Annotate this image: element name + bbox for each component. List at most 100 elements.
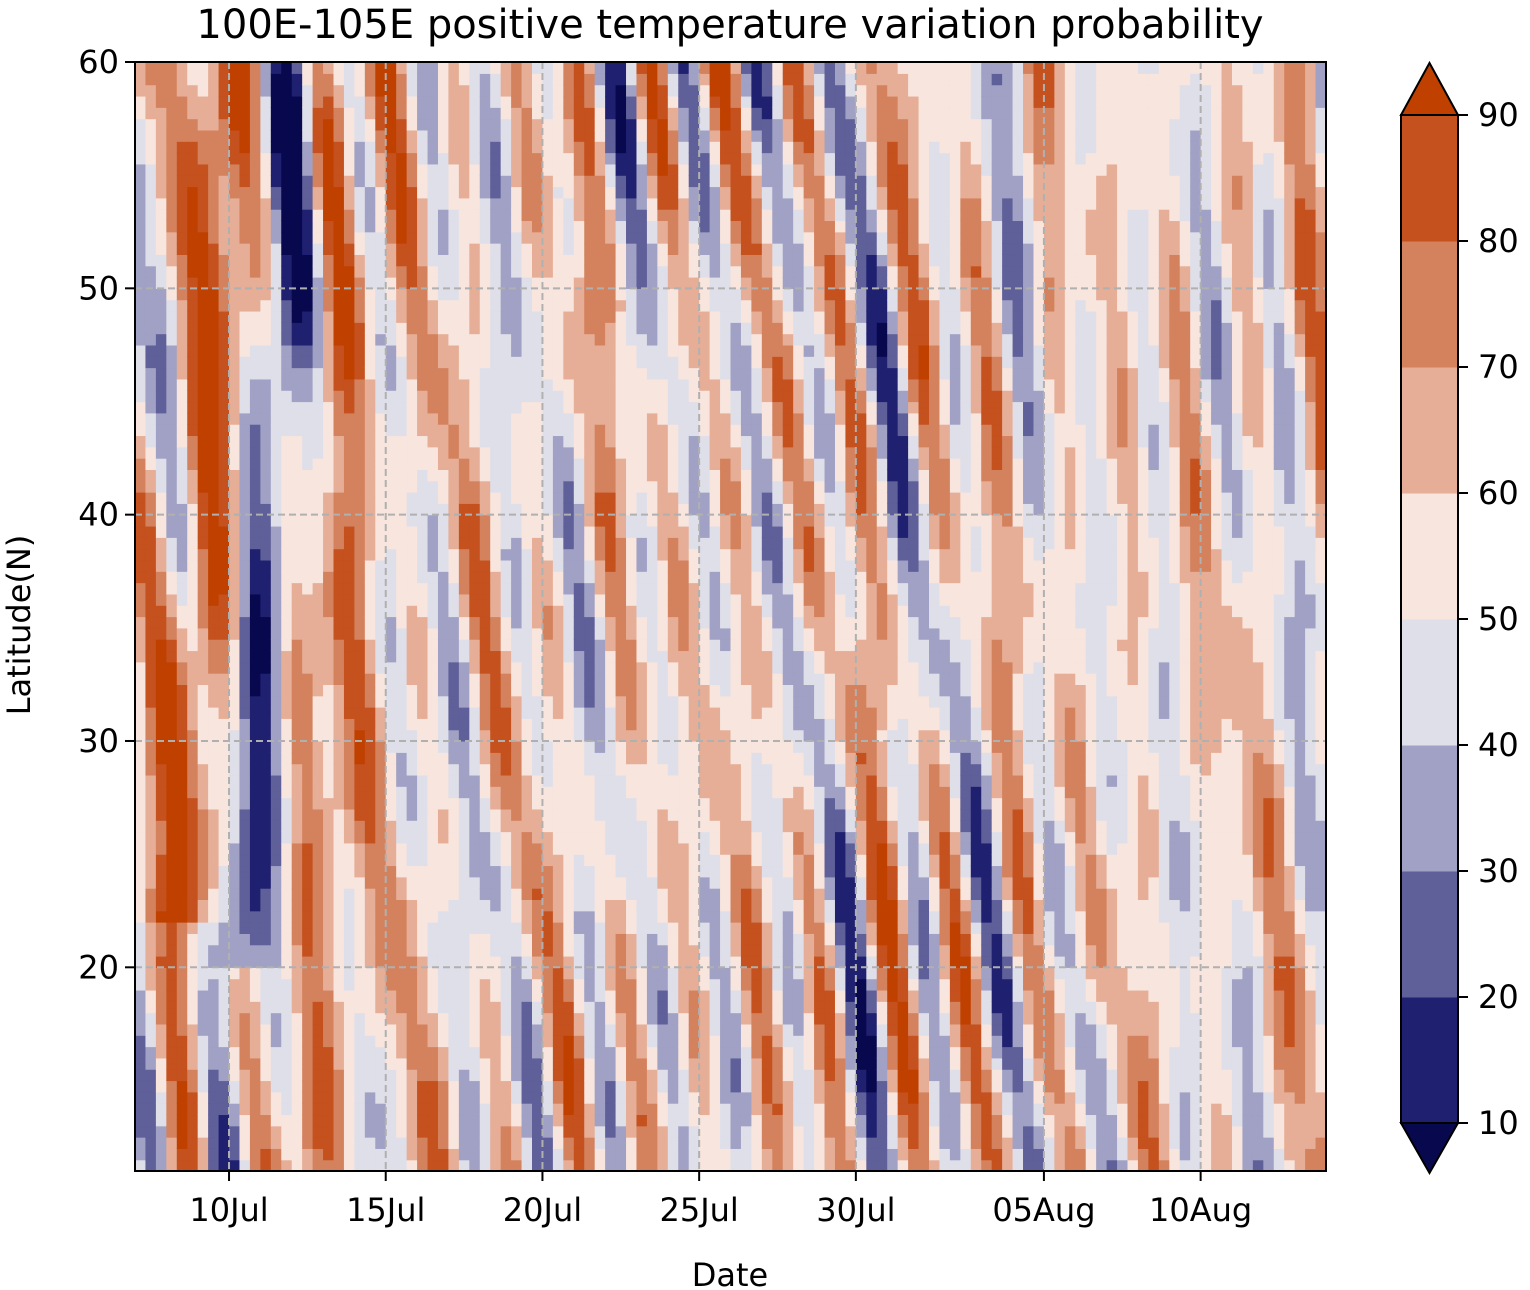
heatmap-cell: [542, 458, 554, 470]
heatmap-cell: [563, 492, 575, 504]
heatmap-cell: [323, 650, 335, 663]
heatmap-cell: [375, 265, 387, 278]
heatmap-cell: [260, 1069, 272, 1082]
heatmap-cell: [229, 1057, 241, 1070]
heatmap-cell: [312, 548, 324, 561]
heatmap-cell: [187, 435, 199, 448]
heatmap-cell: [646, 378, 658, 391]
heatmap-cell: [176, 288, 188, 301]
heatmap-cell: [636, 729, 648, 742]
heatmap-cell: [208, 322, 220, 335]
heatmap-cell: [354, 435, 366, 448]
heatmap-cell: [511, 492, 523, 504]
heatmap-cell: [521, 152, 533, 165]
heatmap-cell: [437, 673, 450, 685]
heatmap-cell: [155, 299, 167, 312]
heatmap-cell: [552, 537, 564, 550]
heatmap-cell: [176, 707, 188, 719]
heatmap-cell: [218, 1080, 230, 1093]
heatmap-cell: [657, 933, 669, 946]
heatmap-cell: [594, 107, 606, 120]
heatmap-cell: [448, 593, 460, 606]
heatmap-cell: [626, 808, 638, 821]
heatmap-cell: [333, 458, 345, 470]
heatmap-cell: [427, 1069, 439, 1082]
heatmap-cell: [437, 344, 450, 357]
heatmap-cell: [176, 865, 188, 878]
heatmap-cell: [448, 118, 460, 131]
heatmap-cell: [448, 910, 460, 923]
heatmap-cell: [615, 695, 627, 708]
heatmap-cell: [281, 175, 293, 188]
heatmap-cell: [333, 910, 345, 923]
heatmap-cell: [437, 650, 450, 663]
heatmap-cell: [270, 107, 282, 120]
heatmap-cell: [437, 774, 450, 787]
heatmap-cell: [584, 673, 596, 685]
heatmap-cell: [312, 514, 324, 527]
heatmap-cell: [479, 1035, 491, 1048]
heatmap-cell: [239, 412, 251, 425]
heatmap-cell: [302, 899, 314, 912]
heatmap-cell: [197, 944, 209, 957]
heatmap-cell: [626, 989, 638, 1002]
heatmap-cell: [563, 412, 575, 425]
heatmap-cell: [406, 412, 418, 425]
heatmap-cell: [176, 231, 188, 244]
heatmap-cell: [364, 537, 376, 550]
heatmap-cell: [626, 786, 638, 799]
heatmap-cell: [385, 1114, 397, 1127]
heatmap-cell: [511, 458, 523, 470]
heatmap-cell: [500, 175, 512, 188]
heatmap-cell: [646, 435, 658, 448]
heatmap-cell: [406, 571, 418, 584]
heatmap-cell: [511, 650, 523, 663]
heatmap-cell: [417, 673, 429, 685]
heatmap-cell: [500, 571, 512, 584]
heatmap-cell: [239, 435, 251, 448]
heatmap-cell: [636, 582, 648, 595]
heatmap-cell: [270, 944, 282, 957]
heatmap-cell: [479, 288, 491, 301]
heatmap-cell: [542, 163, 554, 176]
heatmap-cell: [375, 955, 387, 968]
heatmap-cell: [375, 605, 387, 618]
heatmap-cell: [218, 989, 230, 1002]
heatmap-cell: [197, 514, 209, 527]
heatmap-cell: [375, 876, 387, 889]
heatmap-cell: [145, 661, 157, 674]
heatmap-cell: [584, 774, 596, 787]
heatmap-cell: [532, 922, 544, 934]
heatmap-cell: [437, 288, 450, 301]
heatmap-cell: [552, 548, 564, 561]
heatmap-cell: [385, 503, 397, 516]
heatmap-cell: [479, 118, 491, 131]
heatmap-cell: [385, 922, 397, 934]
heatmap-cell: [281, 503, 293, 516]
heatmap-cell: [375, 922, 387, 934]
heatmap-cell: [542, 673, 554, 685]
heatmap-cell: [427, 1148, 439, 1161]
heatmap-cell: [490, 390, 502, 403]
heatmap-cell: [135, 944, 147, 957]
heatmap-cell: [542, 299, 554, 312]
heatmap-cell: [385, 1057, 397, 1070]
heatmap-cell: [197, 401, 209, 414]
heatmap-cell: [197, 559, 209, 572]
heatmap-cell: [469, 243, 481, 255]
heatmap-cell: [176, 786, 188, 799]
heatmap-cell: [218, 955, 230, 968]
heatmap-cell: [458, 84, 470, 97]
heatmap-cell: [135, 967, 147, 980]
heatmap-cell: [542, 763, 554, 776]
heatmap-cell: [135, 367, 147, 380]
heatmap-cell: [323, 695, 335, 708]
heatmap-cell: [500, 650, 512, 663]
heatmap-cell: [343, 1057, 355, 1070]
heatmap-cell: [573, 333, 585, 346]
heatmap-cell: [281, 107, 293, 120]
heatmap-cell: [187, 333, 199, 346]
heatmap-cell: [197, 774, 209, 787]
heatmap-cell: [458, 390, 470, 403]
heatmap-cell: [469, 469, 481, 482]
